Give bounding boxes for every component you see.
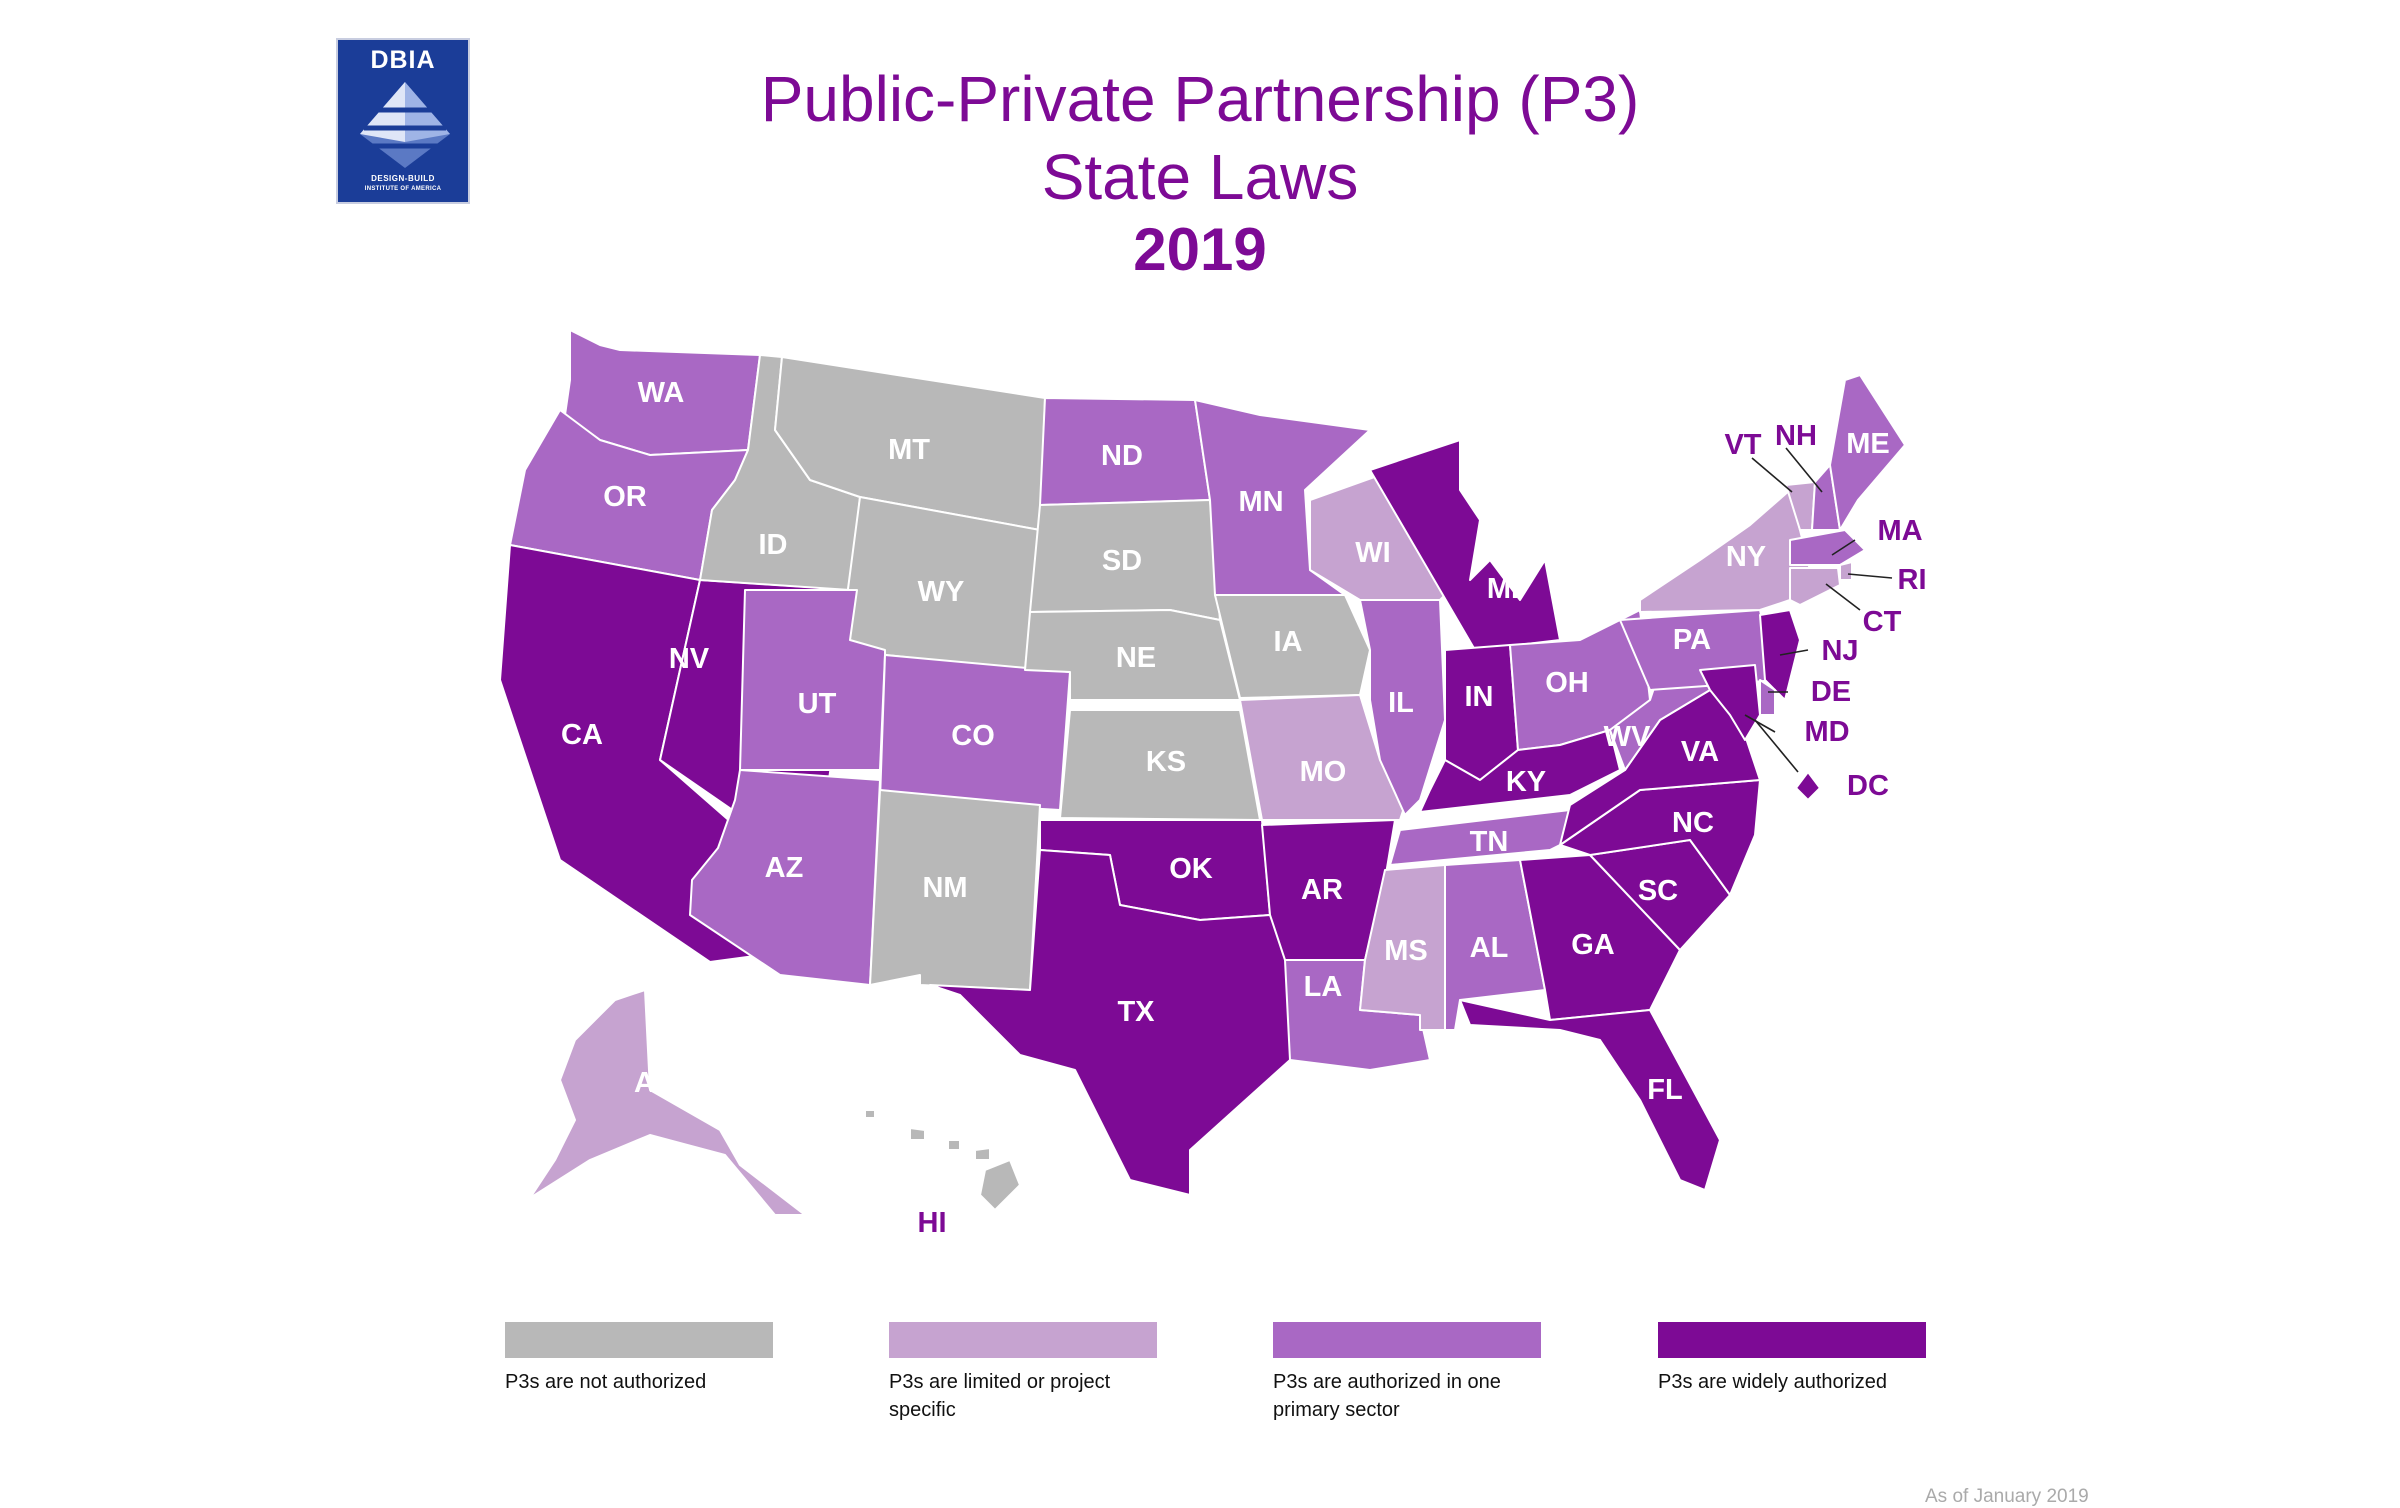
state-ia [1214,594,1371,699]
state-label-ks: KS [1146,746,1186,778]
state-label-pa: PA [1673,624,1711,656]
logo-name: DBIA [370,46,436,74]
legend-item-one-sector: P3s are authorized in one primary sector [1273,1322,1541,1424]
state-label-ar: AR [1301,874,1343,906]
legend-swatch [889,1322,1157,1358]
legend-label: P3s are authorized in one primary sector [1273,1371,1501,1421]
state-label-ct: CT [1863,606,1902,638]
state-label-ny: NY [1726,541,1766,573]
state-label-ak: AK [634,1067,676,1099]
state-label-fl: FL [1647,1074,1682,1106]
state-ri [1839,561,1853,581]
title-line-2: State Laws [1041,141,1359,213]
state-label-oh: OH [1545,667,1589,699]
state-label-id: ID [759,529,788,561]
state-label-tx: TX [1117,996,1155,1028]
state-label-or: OR [603,481,647,513]
state-label-ut: UT [798,688,837,720]
legend-label: P3s are not authorized [505,1371,707,1393]
state-label-ms: MS [1384,935,1428,967]
state-label-ia: IA [1274,626,1303,658]
leader-lines [1744,447,1893,773]
state-label-nm: NM [922,872,967,904]
state-label-mo: MO [1300,756,1347,788]
logo-subtitle-1: DESIGN-BUILD [371,174,435,183]
state-ct [1789,567,1841,606]
state-label-co: CO [951,720,995,752]
legend-item-not-authorized: P3s are not authorized [505,1322,773,1396]
state-md [1699,664,1761,741]
dbia-logo: DBIA DESIGN-BUILD INSTITUTE OF AMERICA [336,38,470,204]
state-label-nv: NV [669,643,710,675]
state-labels: WA OR CA NV ID MT WY UT CO AZ NM ND SD N… [561,377,1926,1239]
state-label-mi: MI [1487,573,1519,605]
state-label-il: IL [1388,687,1414,719]
state-label-sd: SD [1102,545,1142,577]
state-label-ky: KY [1506,766,1546,798]
state-label-al: AL [1470,932,1509,964]
state-ky [1419,729,1621,813]
state-label-va: VA [1681,736,1719,768]
state-label-dc: DC [1847,770,1889,802]
state-label-de: DE [1811,676,1851,708]
state-label-tn: TN [1470,826,1509,858]
legend-swatch [505,1322,773,1358]
state-label-ga: GA [1571,929,1615,961]
state-label-nj: NJ [1821,635,1858,667]
state-ne [1024,609,1241,701]
legend-item-widely: P3s are widely authorized [1658,1322,1926,1396]
state-il [1359,599,1446,816]
state-label-in: IN [1465,681,1494,713]
state-label-mt: MT [888,434,930,466]
state-label-wa: WA [638,377,685,409]
state-label-nd: ND [1101,440,1143,472]
state-label-wv: WV [1604,721,1651,753]
state-label-ma: MA [1877,515,1922,547]
state-hi [864,1109,1021,1211]
state-label-ri: RI [1898,564,1927,596]
legend-label: P3s are widely authorized [1658,1371,1888,1393]
state-label-wi: WI [1355,537,1390,569]
state-label-nc: NC [1672,807,1714,839]
state-label-ca: CA [561,719,603,751]
logo-subtitle-2: INSTITUTE OF AMERICA [364,186,442,192]
state-label-ne: NE [1116,642,1156,674]
as-of-note: As of January 2019 [1925,1486,2089,1507]
legend-label: P3s are limited or project specific [889,1371,1111,1421]
state-label-sc: SC [1638,875,1678,907]
state-ak [529,989,806,1216]
title-year: 2019 [1133,216,1267,283]
state-tx [929,849,1291,1196]
legend-swatch [1273,1322,1541,1358]
state-label-nh: NH [1775,420,1817,452]
state-dc [1795,771,1821,801]
state-label-wy: WY [918,576,965,608]
legend-item-limited: P3s are limited or project specific [889,1322,1157,1424]
state-de [1759,679,1776,716]
pyramid-icon [360,82,450,168]
state-label-mn: MN [1238,486,1283,518]
state-label-md: MD [1804,716,1849,748]
state-label-la: LA [1304,971,1343,1003]
state-label-vt: VT [1724,429,1761,461]
state-ma [1789,529,1866,566]
state-fl [1459,999,1721,1191]
legend-swatch [1658,1322,1926,1358]
state-label-me: ME [1846,428,1890,460]
state-nm [869,789,1041,991]
state-label-hi: HI [918,1207,947,1239]
state-label-az: AZ [765,852,804,884]
state-label-ok: OK [1169,853,1213,885]
title-line-1: Public-Private Partnership (P3) [760,63,1640,135]
